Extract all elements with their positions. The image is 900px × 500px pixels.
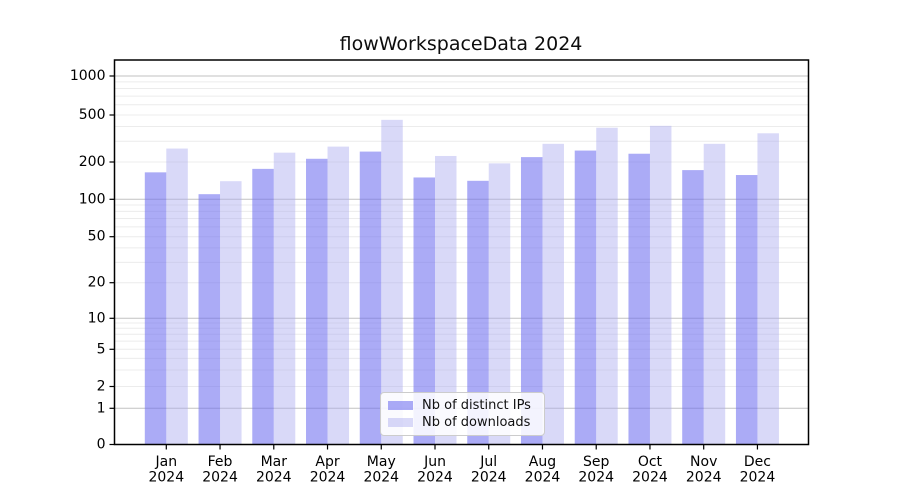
x-tick-label-year: 2024 bbox=[417, 470, 453, 486]
bar-downloads-aug bbox=[542, 143, 564, 445]
bar-downloads-feb bbox=[220, 181, 242, 445]
bar-distinct-ips-jul bbox=[467, 180, 489, 445]
x-tick-label-month: Nov bbox=[690, 454, 717, 470]
y-tick-label: 0 bbox=[97, 437, 106, 453]
bar-distinct-ips-dec bbox=[735, 175, 758, 445]
x-tick-label-month: Apr bbox=[315, 454, 339, 470]
legend-item-distinct-ips: Nb of distinct IPs bbox=[388, 399, 537, 412]
plot-border bbox=[113, 59, 810, 446]
bar-downloads-may bbox=[381, 119, 403, 445]
bar-downloads-oct bbox=[649, 125, 672, 445]
bar-downloads-mar bbox=[273, 152, 296, 445]
x-tick-label-year: 2024 bbox=[740, 470, 776, 486]
y-tick-label: 50 bbox=[88, 229, 106, 245]
legend-swatch-distinct-ips bbox=[388, 401, 413, 411]
y-tick-label: 500 bbox=[79, 107, 106, 123]
x-tick-label-month: Jun bbox=[423, 454, 446, 470]
bar-distinct-ips-nov bbox=[682, 170, 704, 445]
bar-distinct-ips-mar bbox=[252, 168, 274, 445]
x-tick-label-month: Feb bbox=[208, 454, 233, 470]
legend: Nb of distinct IPs Nb of downloads bbox=[380, 392, 545, 436]
bar-downloads-sep bbox=[596, 127, 618, 445]
bar-distinct-ips-aug bbox=[520, 157, 543, 445]
bar-downloads-jul bbox=[488, 163, 511, 445]
x-tick-label-month: Sep bbox=[583, 454, 610, 470]
legend-label-distinct-ips: Nb of distinct IPs bbox=[422, 398, 531, 414]
x-tick-label-month: Mar bbox=[261, 454, 288, 470]
bar-distinct-ips-apr bbox=[306, 158, 328, 445]
bar-distinct-ips-feb bbox=[198, 194, 221, 445]
y-tick-label: 1 bbox=[97, 400, 106, 416]
bar-downloads-dec bbox=[757, 133, 779, 445]
bar-distinct-ips-may bbox=[359, 151, 382, 445]
x-tick-label-month: Jan bbox=[155, 454, 178, 470]
x-tick-label-month: Jul bbox=[479, 454, 497, 470]
x-tick-label-year: 2024 bbox=[686, 470, 722, 486]
x-tick-label-year: 2024 bbox=[578, 470, 614, 486]
bar-downloads-jan bbox=[166, 148, 188, 445]
x-tick-label-year: 2024 bbox=[202, 470, 238, 486]
legend-swatch-downloads bbox=[388, 417, 413, 427]
chart-title: flowWorkspaceData 2024 bbox=[339, 33, 583, 55]
y-tick-label: 1000 bbox=[70, 68, 106, 84]
y-tick-label: 200 bbox=[79, 154, 106, 170]
x-tick-label-month: Aug bbox=[529, 454, 556, 470]
x-tick-label-year: 2024 bbox=[310, 470, 346, 486]
legend-label-downloads: Nb of downloads bbox=[422, 414, 531, 430]
y-tick-label: 5 bbox=[97, 341, 106, 357]
x-tick-label-month: Oct bbox=[638, 454, 663, 470]
legend-item-downloads: Nb of downloads bbox=[388, 416, 537, 429]
bar-downloads-jun bbox=[435, 155, 457, 445]
x-tick-label-year: 2024 bbox=[256, 470, 292, 486]
bar-distinct-ips-oct bbox=[628, 153, 650, 445]
x-tick-label-year: 2024 bbox=[525, 470, 561, 486]
bar-distinct-ips-jan bbox=[144, 172, 167, 445]
bar-downloads-apr bbox=[327, 146, 350, 445]
y-tick-label: 10 bbox=[88, 310, 106, 326]
x-tick-label-month: May bbox=[367, 454, 396, 470]
x-tick-label-year: 2024 bbox=[632, 470, 668, 486]
y-tick-label: 2 bbox=[97, 379, 106, 395]
bar-distinct-ips-jun bbox=[413, 177, 435, 445]
bar-distinct-ips-sep bbox=[574, 150, 597, 445]
x-tick-label-year: 2024 bbox=[148, 470, 184, 486]
x-tick-label-month: Dec bbox=[744, 454, 771, 470]
bar-downloads-nov bbox=[703, 143, 726, 445]
x-tick-label-year: 2024 bbox=[363, 470, 399, 486]
y-tick-label: 100 bbox=[79, 191, 106, 207]
x-tick-label-year: 2024 bbox=[471, 470, 507, 486]
y-tick-label: 20 bbox=[88, 275, 106, 291]
